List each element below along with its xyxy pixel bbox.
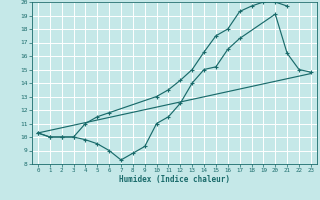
X-axis label: Humidex (Indice chaleur): Humidex (Indice chaleur) bbox=[119, 175, 230, 184]
